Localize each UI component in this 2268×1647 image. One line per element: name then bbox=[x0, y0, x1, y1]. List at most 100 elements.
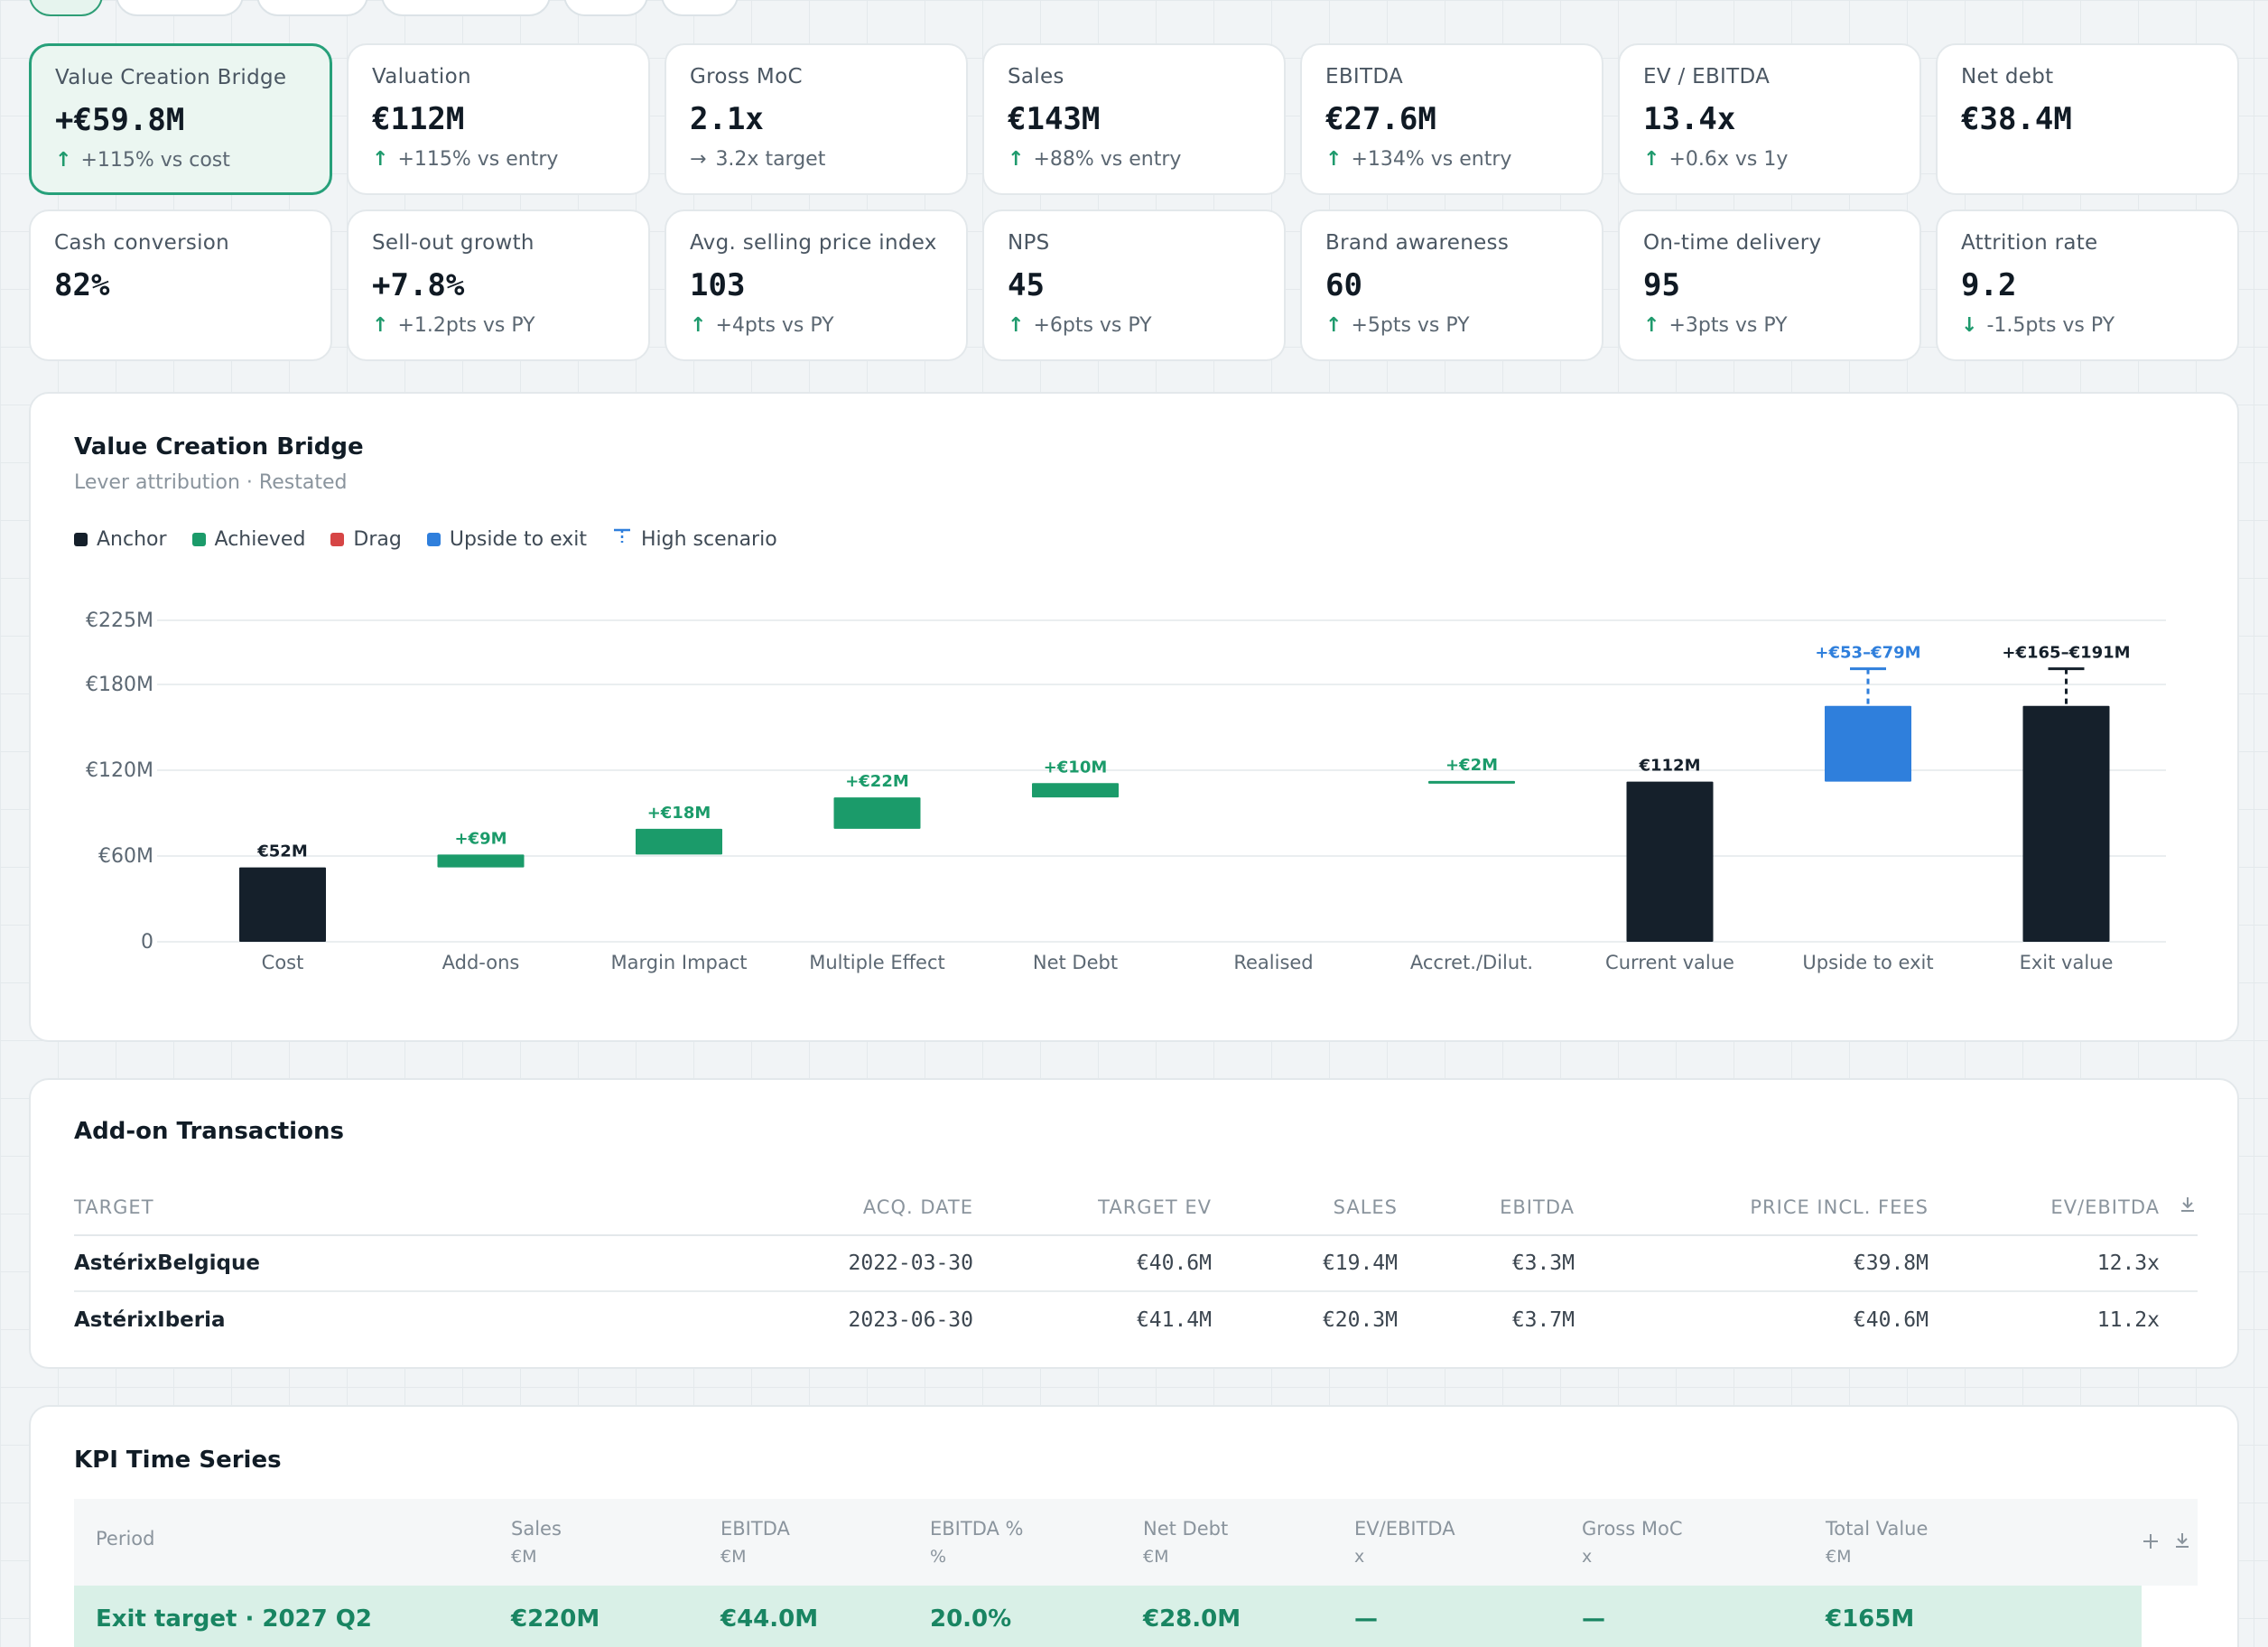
table-cell: 20.0% bbox=[930, 1586, 1143, 1647]
column-header[interactable]: Sales €M bbox=[511, 1499, 720, 1586]
tab[interactable] bbox=[256, 0, 368, 16]
kpi-value: 82% bbox=[54, 267, 110, 303]
kpi-label: Value Creation Bridge bbox=[55, 66, 287, 89]
legend-item: Anchor bbox=[74, 528, 167, 551]
kpi-card[interactable]: On-time delivery 95 ↑ +3pts vs PY bbox=[1618, 209, 1921, 361]
value-creation-bridge-panel: Value Creation Bridge Lever attribution … bbox=[29, 392, 2239, 1042]
column-header[interactable]: EBITDA %% bbox=[930, 1499, 1143, 1586]
column-header[interactable]: PRICE INCL. FEES bbox=[1575, 1179, 1929, 1236]
column-header[interactable]: SALES bbox=[1212, 1179, 1398, 1236]
column-unit: % bbox=[930, 1547, 947, 1567]
column-unit: x bbox=[1354, 1547, 1365, 1567]
data-label: +€9M bbox=[454, 829, 507, 848]
column-name: Total Value bbox=[1826, 1518, 1929, 1540]
kpi-delta-text: +5pts vs PY bbox=[1351, 314, 1470, 337]
tab[interactable] bbox=[563, 0, 648, 16]
kpi-card[interactable]: Brand awareness 60 ↑ +5pts vs PY bbox=[1300, 209, 1603, 361]
kpi-delta: ↑ +6pts vs PY bbox=[1008, 314, 1260, 337]
column-header[interactable]: Total Value €M bbox=[1826, 1499, 2142, 1586]
table-cell: €41.4M bbox=[1136, 1307, 1212, 1332]
table-cell: €3.7M bbox=[1511, 1307, 1575, 1332]
kpi-value: 95 bbox=[1643, 267, 1680, 303]
view-tabs bbox=[29, 0, 739, 16]
kpi-value: 13.4x bbox=[1643, 101, 1736, 137]
legend-item: High scenario bbox=[612, 527, 777, 551]
column-unit: x bbox=[1582, 1547, 1593, 1567]
kpi-value: +€59.8M bbox=[55, 102, 185, 138]
column-name: Sales bbox=[511, 1518, 562, 1540]
download-icon[interactable] bbox=[2160, 1179, 2198, 1236]
kpi-card[interactable]: Sell-out growth +7.8% ↑ +1.2pts vs PY bbox=[347, 209, 650, 361]
kpi-label: Sales bbox=[1008, 65, 1064, 88]
kpi-delta-text: +115% vs cost bbox=[80, 149, 230, 172]
kpi-card[interactable]: Gross MoC 2.1x → 3.2x target bbox=[665, 43, 968, 195]
download-icon[interactable] bbox=[2172, 1531, 2192, 1555]
table-cell bbox=[2142, 1586, 2198, 1647]
arrow-down-icon: ↓ bbox=[1961, 314, 1978, 337]
column-header[interactable]: TARGET EV bbox=[973, 1179, 1212, 1236]
kpi-delta: ↑ +1.2pts vs PY bbox=[372, 314, 625, 337]
kpi-card[interactable]: Cash conversion 82% bbox=[29, 209, 332, 361]
column-header[interactable]: EV/EBITDA bbox=[1929, 1179, 2160, 1236]
kpi-card[interactable]: EBITDA €27.6M ↑ +134% vs entry bbox=[1300, 43, 1603, 195]
panel-title: Add-on Transactions bbox=[74, 1118, 344, 1145]
addon-table: TARGET ACQ. DATE TARGET EV SALES EBITDA PRICE… bbox=[74, 1179, 2198, 1347]
bar-anchor bbox=[1626, 781, 1714, 942]
table-cell: €20.3M bbox=[1322, 1307, 1398, 1332]
column-header[interactable]: Period bbox=[74, 1499, 511, 1586]
kpi-time-series-panel: KPI Time Series Period Sales €M EBITDA €M EBI… bbox=[29, 1405, 2239, 1647]
kpi-delta: ↑ +0.6x vs 1y bbox=[1643, 148, 1896, 171]
kpi-value: €38.4M bbox=[1961, 101, 2072, 137]
column-header[interactable]: TARGET bbox=[74, 1179, 598, 1236]
table-cell: — bbox=[1354, 1586, 1582, 1647]
table-cell: AstérixIberia bbox=[74, 1307, 226, 1332]
bar-achieved bbox=[636, 828, 722, 855]
bar-anchor bbox=[2022, 705, 2110, 942]
kpi-card[interactable]: Valuation €112M ↑ +115% vs entry bbox=[347, 43, 650, 195]
column-unit: €M bbox=[720, 1547, 747, 1567]
kpi-card[interactable]: NPS 45 ↑ +6pts vs PY bbox=[982, 209, 1286, 361]
kpi-delta: ↑ +4pts vs PY bbox=[690, 314, 943, 337]
column-header[interactable]: Gross MoC x bbox=[1582, 1499, 1826, 1586]
bar-achieved bbox=[1032, 783, 1119, 798]
kpi-delta: ↑ +134% vs entry bbox=[1325, 148, 1578, 171]
y-tick-label: €180M bbox=[86, 674, 153, 696]
kpi-card[interactable]: Value Creation Bridge +€59.8M ↑ +115% vs co… bbox=[29, 43, 332, 195]
kpi-label: Net debt bbox=[1961, 65, 2054, 88]
arrow-up-icon: ↑ bbox=[372, 148, 389, 171]
tab-active[interactable] bbox=[29, 0, 103, 16]
table-row[interactable]: Exit target · 2027 Q2 €220M €44.0M 20.0% €28… bbox=[74, 1586, 2198, 1647]
kpi-delta-text: +3pts vs PY bbox=[1668, 314, 1788, 337]
kpi-delta-text: +0.6x vs 1y bbox=[1668, 148, 1789, 171]
x-tick-label: Upside to exit bbox=[1802, 952, 1933, 973]
column-header[interactable]: ACQ. DATE bbox=[598, 1179, 973, 1236]
bar-anchor bbox=[239, 867, 326, 942]
kpi-card[interactable]: Avg. selling price index 103 ↑ +4pts vs PY bbox=[665, 209, 968, 361]
kpi-card[interactable]: Attrition rate 9.2 ↓ -1.5pts vs PY bbox=[1936, 209, 2239, 361]
data-label: +€18M bbox=[647, 804, 711, 823]
addon-transactions-panel: Add-on Transactions TARGET ACQ. DATE TARGE… bbox=[29, 1078, 2239, 1369]
tab[interactable] bbox=[381, 0, 551, 16]
add-column-icon[interactable] bbox=[2142, 1532, 2160, 1555]
column-header[interactable]: EBITDA bbox=[1398, 1179, 1575, 1236]
tab[interactable] bbox=[116, 0, 244, 16]
column-name: Gross MoC bbox=[1582, 1518, 1683, 1540]
kpi-card[interactable]: Sales €143M ↑ +88% vs entry bbox=[982, 43, 1286, 195]
bar-achieved bbox=[437, 854, 525, 868]
legend-swatch bbox=[426, 532, 441, 546]
high-scenario-icon bbox=[612, 527, 632, 551]
column-header[interactable]: EV/EBITDA x bbox=[1354, 1499, 1582, 1586]
kpi-label: Valuation bbox=[372, 65, 471, 88]
kpi-label: Brand awareness bbox=[1325, 231, 1510, 255]
column-header[interactable]: Net Debt €M bbox=[1143, 1499, 1354, 1586]
bar-achieved bbox=[833, 797, 921, 829]
data-label: +€165–€191M bbox=[2002, 644, 2130, 663]
kpi-card[interactable]: Net debt €38.4M bbox=[1936, 43, 2239, 195]
table-row[interactable]: AstérixBelgique 2022-03-30 €40.6M €19.4M €3.… bbox=[74, 1235, 2198, 1292]
column-header[interactable]: EBITDA €M bbox=[720, 1499, 930, 1586]
kpi-label: Attrition rate bbox=[1961, 231, 2098, 255]
legend-item: Drag bbox=[330, 528, 402, 551]
table-row[interactable]: AstérixIberia 2023-06-30 €41.4M €20.3M €3.7M… bbox=[74, 1291, 2198, 1347]
kpi-card[interactable]: EV / EBITDA 13.4x ↑ +0.6x vs 1y bbox=[1618, 43, 1921, 195]
tab[interactable] bbox=[661, 0, 739, 16]
